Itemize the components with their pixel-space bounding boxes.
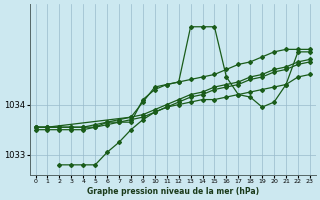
X-axis label: Graphe pression niveau de la mer (hPa): Graphe pression niveau de la mer (hPa) [87,187,259,196]
